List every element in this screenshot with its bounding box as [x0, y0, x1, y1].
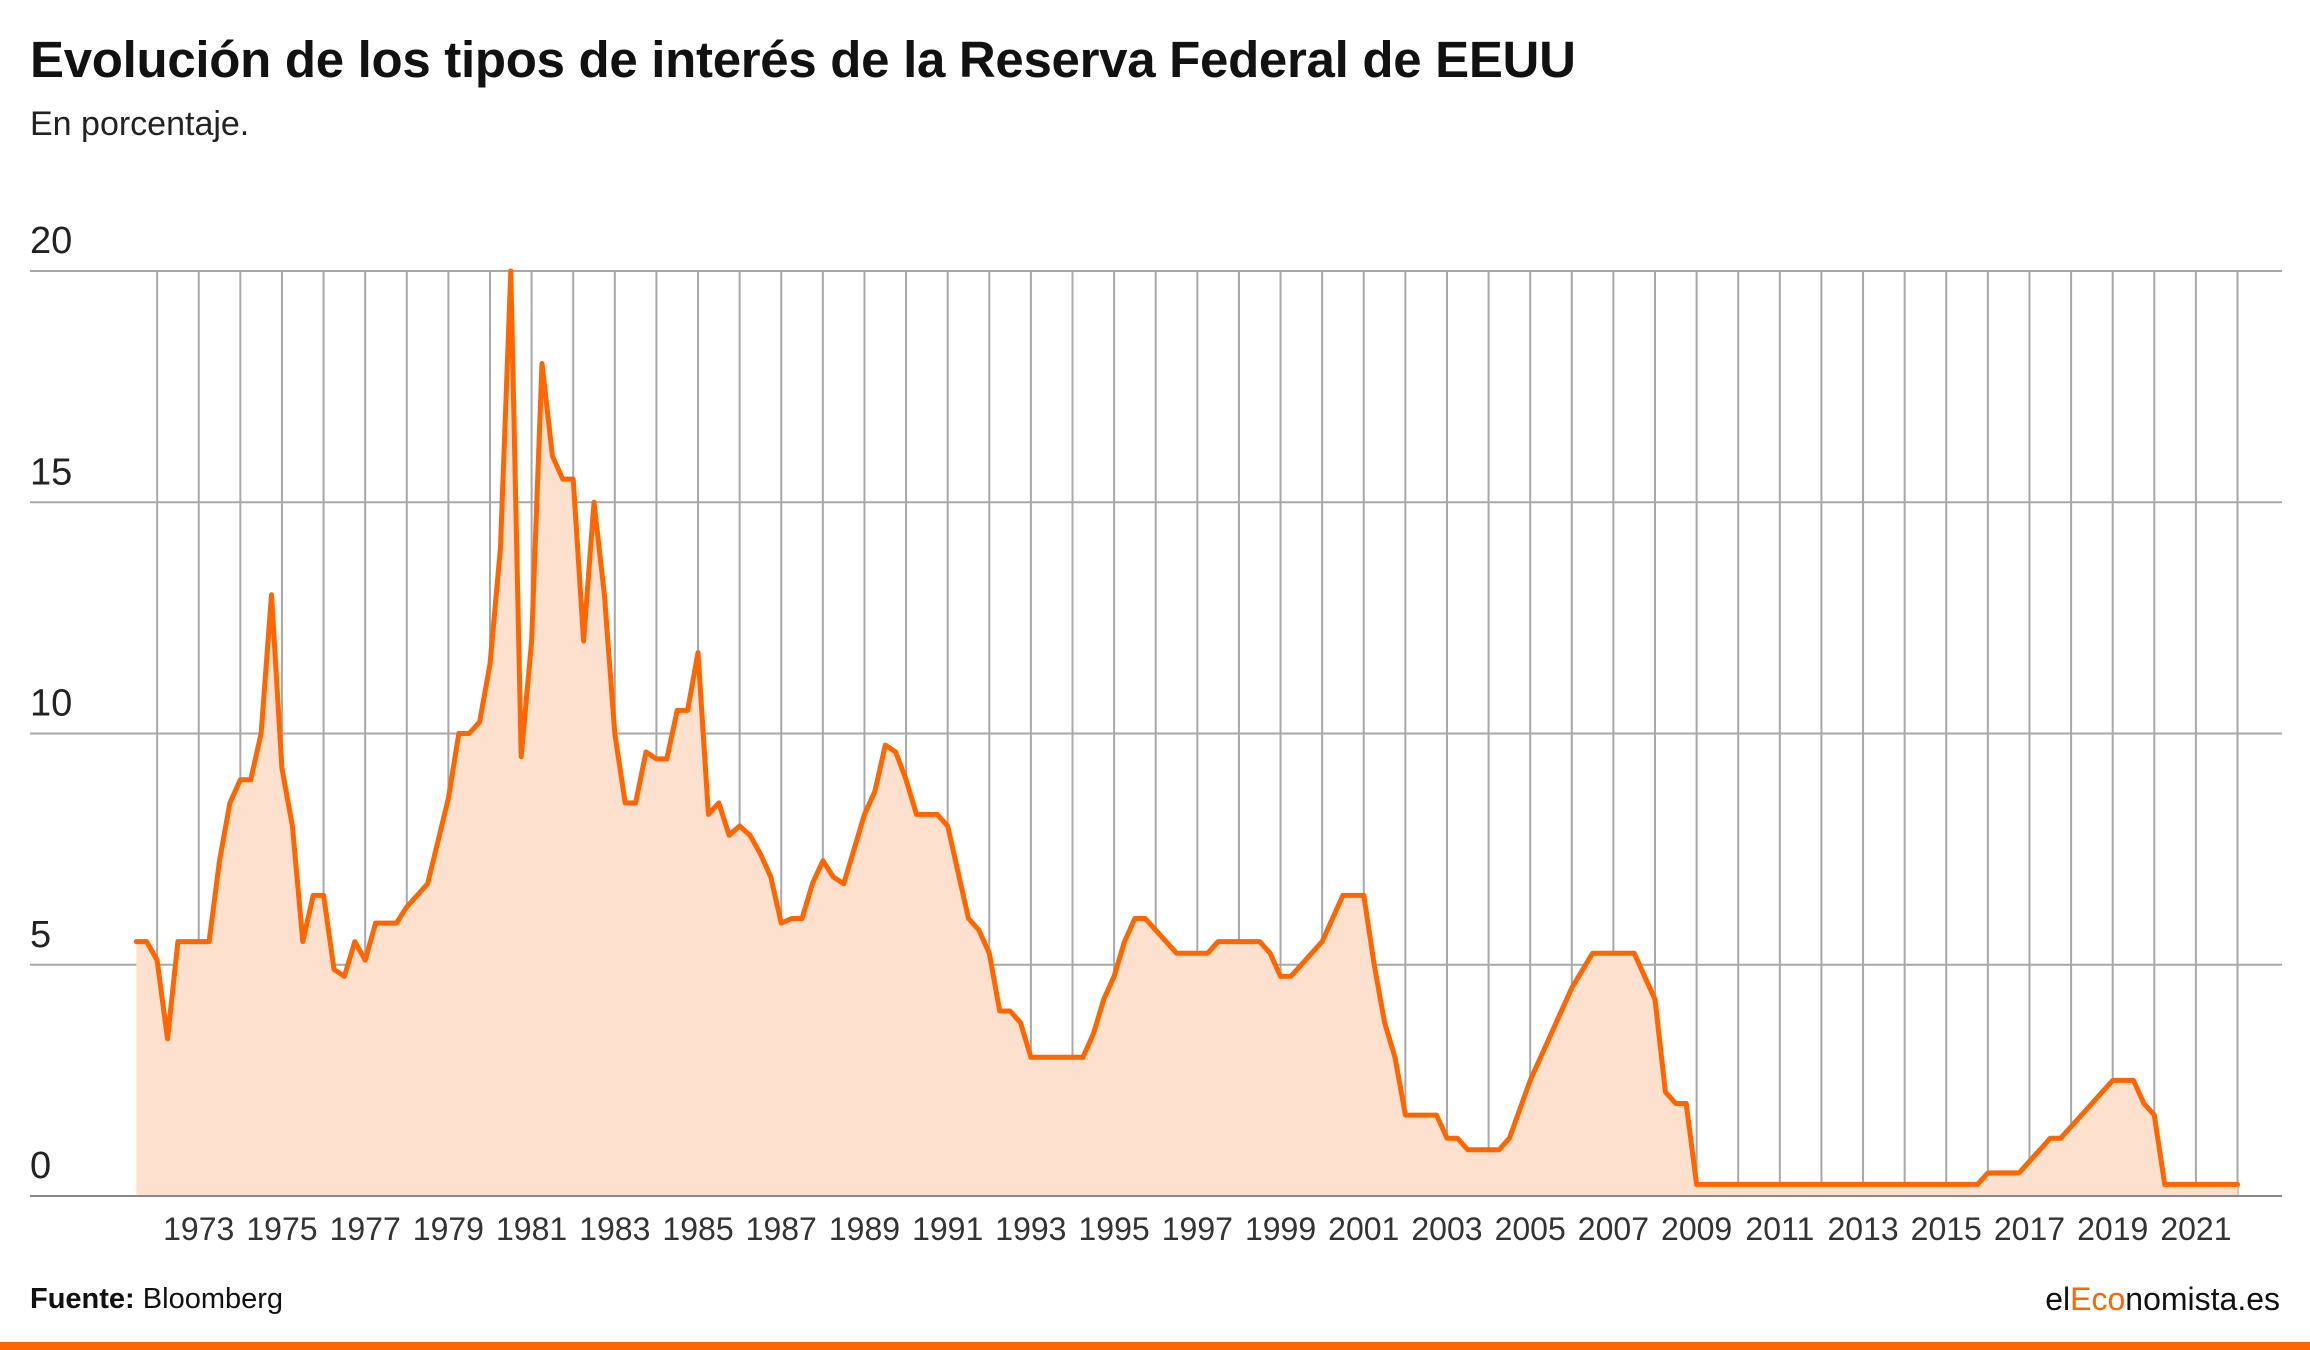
x-tick-label: 2015	[1911, 1211, 1982, 1247]
x-tick-label: 1993	[995, 1211, 1066, 1247]
brand-suffix: nomista.es	[2125, 1281, 2280, 1317]
x-tick-label: 2005	[1495, 1211, 1566, 1247]
series-area-fill	[136, 271, 2238, 1196]
x-tick-label: 1985	[662, 1211, 733, 1247]
source-value: Bloomberg	[142, 1283, 284, 1315]
x-tick-label: 2003	[1411, 1211, 1482, 1247]
source-label: Fuente:	[30, 1283, 135, 1315]
x-tick-label: 1979	[413, 1211, 484, 1247]
source-note: Fuente: Bloomberg	[30, 1283, 283, 1316]
brand-prefix: el	[2045, 1281, 2071, 1317]
x-tick-label: 2021	[2160, 1211, 2231, 1247]
x-tick-label: 2007	[1578, 1211, 1649, 1247]
y-tick-label: 0	[30, 1145, 51, 1187]
y-axis-ticks: 0 5 10 15 20	[30, 220, 72, 1187]
x-tick-label: 1995	[1079, 1211, 1150, 1247]
x-tick-label: 2013	[1827, 1211, 1898, 1247]
chart-subtitle: En porcentaje.	[30, 105, 250, 143]
y-tick-label: 20	[30, 220, 72, 262]
y-tick-label: 5	[30, 914, 51, 956]
x-tick-label: 2009	[1661, 1211, 1732, 1247]
x-tick-label: 1981	[496, 1211, 567, 1247]
series-line	[133, 268, 2240, 1187]
x-tick-label: 1977	[330, 1211, 401, 1247]
x-tick-label: 2001	[1328, 1211, 1399, 1247]
accent-bar	[0, 1342, 2310, 1350]
chart-title: Evolución de los tipos de interés de la …	[30, 31, 1576, 88]
x-tick-label: 1987	[746, 1211, 817, 1247]
x-tick-label: 1997	[1162, 1211, 1233, 1247]
x-tick-label: 2011	[1745, 1211, 1814, 1247]
brand-logo: elEconomista.es	[2045, 1281, 2280, 1318]
x-axis-ticks: 1973 1975 1977 1979 1981 1983 1985 1987 1989 1991…	[163, 1211, 2231, 1247]
y-tick-label: 10	[30, 683, 72, 725]
x-tick-label: 1999	[1245, 1211, 1316, 1247]
y-tick-label: 15	[30, 451, 72, 493]
x-tick-label: 1975	[246, 1211, 317, 1247]
x-tick-label: 1989	[829, 1211, 900, 1247]
x-tick-label: 1983	[579, 1211, 650, 1247]
x-tick-label: 1991	[912, 1211, 983, 1247]
x-tick-label: 2019	[2077, 1211, 2148, 1247]
x-tick-label: 1973	[163, 1211, 234, 1247]
x-tick-label: 2017	[1994, 1211, 2065, 1247]
brand-accent: Eco	[2070, 1281, 2126, 1317]
